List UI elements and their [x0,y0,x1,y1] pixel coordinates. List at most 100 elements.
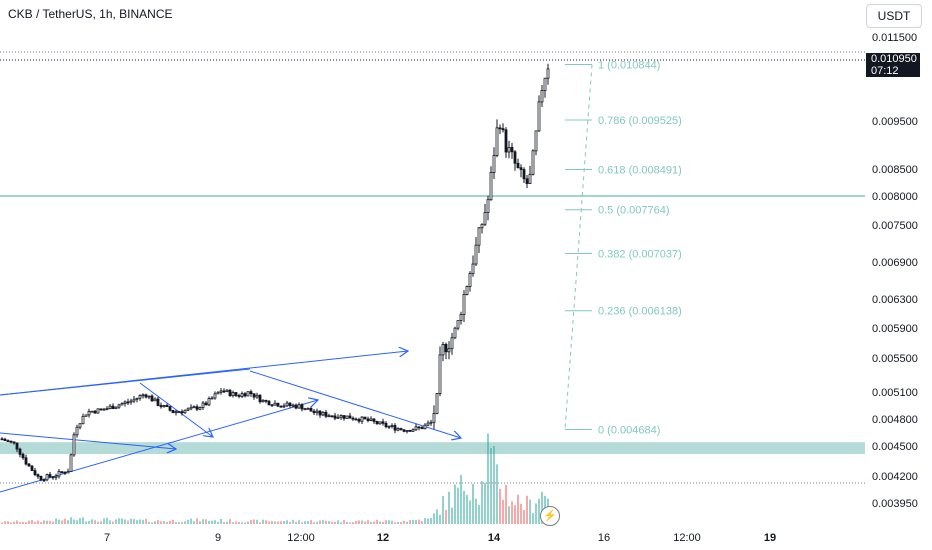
volume-bar [235,521,237,524]
price-tick-label: 0.008500 [872,164,918,176]
time-tick-label: 12:00 [673,532,701,544]
candle-body [534,130,538,152]
candle-body [471,263,475,274]
price-axis[interactable]: 0.011500 0.009500 0.008500 0.008000 0.007500… [872,32,918,510]
volume-bar [370,521,372,524]
volume-bar [262,519,264,524]
volume-bar [265,520,267,524]
volume-bar [436,509,438,524]
candle-body [468,273,472,287]
candle-body [333,415,337,419]
candle-body [171,409,175,414]
candle-body [300,404,304,410]
price-tick-label: 0.005100 [872,387,918,399]
candle-body [267,400,271,406]
fib-level-label: 0.236 (0.006138) [598,306,682,318]
volume-bar [508,506,510,524]
support-zone [0,442,865,454]
candle-body [315,410,319,414]
candle-body [345,415,349,419]
volume-bar [514,505,516,524]
fibonacci-retracement[interactable]: 1 (0.010844) 0.786 (0.009525) 0.618 (0.008… [564,60,682,437]
candle-body [225,389,229,392]
currency-button[interactable]: USDT [866,4,922,28]
trendlines-layer [0,351,461,493]
candle-body [93,410,97,414]
candle-body [492,155,496,173]
support-zone-layer [0,442,865,454]
candle-body [150,395,154,402]
volume-bar [169,520,171,524]
candle-body [291,404,295,407]
candle-body [282,405,286,408]
candle-body [177,411,181,414]
volume-bar [331,521,333,524]
volume-bar [85,521,87,524]
volume-bar [154,521,156,524]
volume-bar [484,482,486,524]
candle-body [234,392,238,396]
candle-body [192,406,196,409]
price-tick-label: 0.009500 [872,116,918,128]
candle-body [174,411,178,414]
candle-body [477,227,481,246]
lightning-icon[interactable]: ⚡ [540,506,560,526]
volume-bar [109,520,111,524]
volume-bar [421,521,423,524]
volume-bar [403,520,405,524]
countdown-timer: 07:12 [871,65,899,77]
candle-body [381,421,385,424]
candle-body [309,407,313,412]
candle-body [525,178,529,184]
volume-bar [121,518,123,524]
candle-body [72,434,76,456]
volume-bar [208,520,210,524]
volume-bar [55,518,57,524]
volume-bar [112,521,114,524]
candle-body [216,391,220,395]
volume-bar [139,519,141,524]
candle-body [408,429,412,432]
candle-body [147,395,151,398]
candle-body [189,406,193,410]
volume-bar [310,520,312,524]
candle-body [210,397,214,400]
candle-body [489,172,493,201]
volume-bar [232,522,234,524]
candle-body [66,471,70,474]
time-axis[interactable]: 7 9 12:00 12 14 16 12:00 19 [104,532,776,544]
volume-bar [199,521,201,524]
volume-bar [193,521,195,524]
candle-body [279,405,283,408]
volume-bar [499,488,501,524]
candle-body [342,415,346,419]
candle-body [246,391,250,397]
candle-body [90,410,94,413]
volume-bar [535,503,537,524]
candle-body [327,415,331,418]
candle-body [243,393,247,397]
symbol-title[interactable]: CKB / TetherUS, 1h, BINANCE [8,7,173,21]
candle-body [414,426,418,431]
fib-level-label: 1 (0.010844) [598,60,660,72]
candle-body [138,395,142,399]
volume-bar [94,520,96,524]
candle-body [393,425,397,431]
candle-body [306,407,310,410]
volume-bar [73,519,75,524]
volume-bar [493,446,495,524]
volume-bar [277,521,279,524]
volume-bar [25,522,27,524]
volume-bar [184,521,186,524]
candle-body [204,402,208,406]
volume-bar [460,474,462,524]
volume-bar [142,519,144,524]
candle-body [36,474,40,477]
candle-body [507,146,511,153]
candle-body [6,440,10,443]
volume-bar [19,522,21,524]
candle-body [18,448,22,455]
candle-body [102,408,106,411]
candle-body [237,395,241,397]
